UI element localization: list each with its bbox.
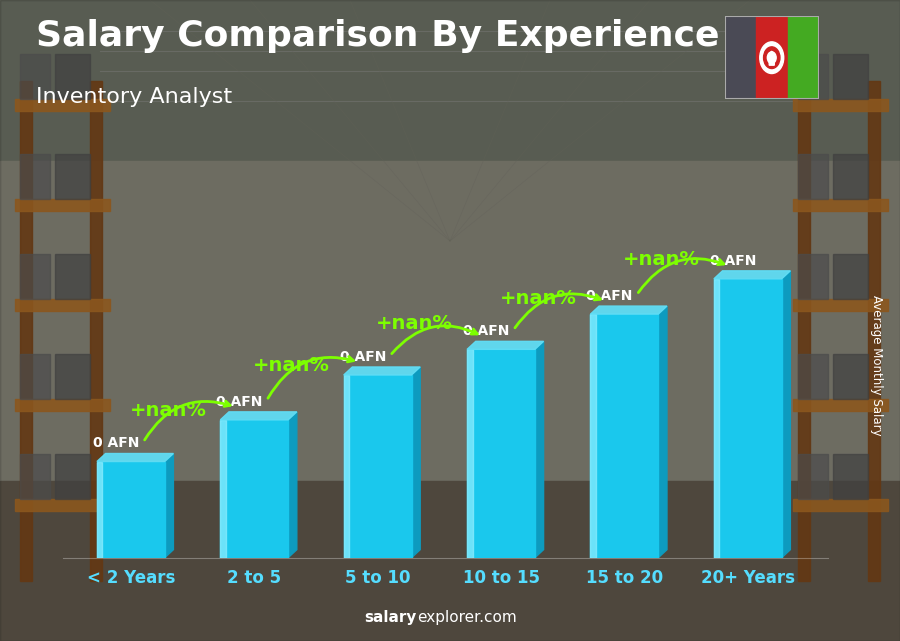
Bar (15, 499, 110, 511)
Polygon shape (535, 341, 544, 558)
Bar (793, 99, 888, 111)
Bar (833, 154, 868, 199)
Bar (793, 199, 888, 211)
Polygon shape (714, 279, 719, 558)
Bar (20, 81, 32, 581)
Text: 0 AFN: 0 AFN (216, 395, 263, 409)
Polygon shape (165, 454, 174, 558)
Bar (20, 354, 50, 399)
Bar (55, 154, 90, 199)
Text: 0 AFN: 0 AFN (339, 350, 386, 363)
Polygon shape (97, 462, 103, 558)
Bar (20, 54, 50, 99)
Text: +nan%: +nan% (253, 356, 329, 375)
Polygon shape (344, 375, 411, 558)
Bar (55, 54, 90, 99)
Polygon shape (714, 279, 782, 558)
Text: Salary Comparison By Experience: Salary Comparison By Experience (36, 19, 719, 53)
Bar (55, 454, 90, 499)
Bar (833, 54, 868, 99)
Polygon shape (411, 367, 420, 558)
Polygon shape (97, 454, 174, 462)
Bar (0, 161, 900, 481)
Text: +nan%: +nan% (376, 314, 453, 333)
Bar (724, 16, 756, 99)
Polygon shape (467, 349, 472, 558)
Circle shape (763, 47, 780, 69)
Bar (15, 299, 110, 311)
Bar (15, 99, 110, 111)
Bar (20, 454, 50, 499)
Polygon shape (782, 271, 790, 558)
Polygon shape (97, 462, 165, 558)
Bar (833, 454, 868, 499)
Circle shape (768, 52, 776, 63)
Bar (756, 16, 788, 99)
Text: 0 AFN: 0 AFN (587, 289, 633, 303)
Polygon shape (220, 420, 288, 558)
Bar (833, 354, 868, 399)
Text: 0 AFN: 0 AFN (710, 254, 756, 267)
Text: 0 AFN: 0 AFN (93, 437, 140, 450)
Polygon shape (288, 412, 297, 558)
Text: +nan%: +nan% (500, 288, 577, 308)
Polygon shape (467, 349, 535, 558)
Bar (55, 354, 90, 399)
Bar (20, 254, 50, 299)
Bar (793, 499, 888, 511)
Bar (0, 481, 900, 641)
Bar (798, 81, 810, 581)
Polygon shape (714, 271, 790, 279)
Text: +nan%: +nan% (623, 250, 700, 269)
Circle shape (760, 42, 784, 74)
Bar (798, 154, 828, 199)
Bar (788, 16, 819, 99)
Bar (0, 0, 900, 161)
Polygon shape (590, 314, 658, 558)
Polygon shape (344, 375, 349, 558)
Polygon shape (590, 306, 667, 314)
Polygon shape (467, 341, 544, 349)
Bar (15, 399, 110, 411)
Bar (55, 254, 90, 299)
Bar (868, 81, 880, 581)
Bar (793, 399, 888, 411)
Text: 0 AFN: 0 AFN (463, 324, 509, 338)
Bar (90, 81, 102, 581)
Bar (20, 154, 50, 199)
Polygon shape (770, 51, 774, 65)
Bar (798, 354, 828, 399)
Text: Average Monthly Salary: Average Monthly Salary (870, 295, 883, 436)
Polygon shape (220, 420, 226, 558)
Text: +nan%: +nan% (130, 401, 206, 420)
Polygon shape (658, 306, 667, 558)
Text: salary: salary (364, 610, 417, 625)
Text: explorer.com: explorer.com (417, 610, 517, 625)
Bar (798, 454, 828, 499)
Bar (798, 54, 828, 99)
Polygon shape (220, 412, 297, 420)
Bar (15, 199, 110, 211)
Polygon shape (344, 367, 420, 375)
Text: Inventory Analyst: Inventory Analyst (36, 87, 232, 106)
Bar (833, 254, 868, 299)
Polygon shape (590, 314, 596, 558)
Bar (793, 299, 888, 311)
Bar (798, 254, 828, 299)
